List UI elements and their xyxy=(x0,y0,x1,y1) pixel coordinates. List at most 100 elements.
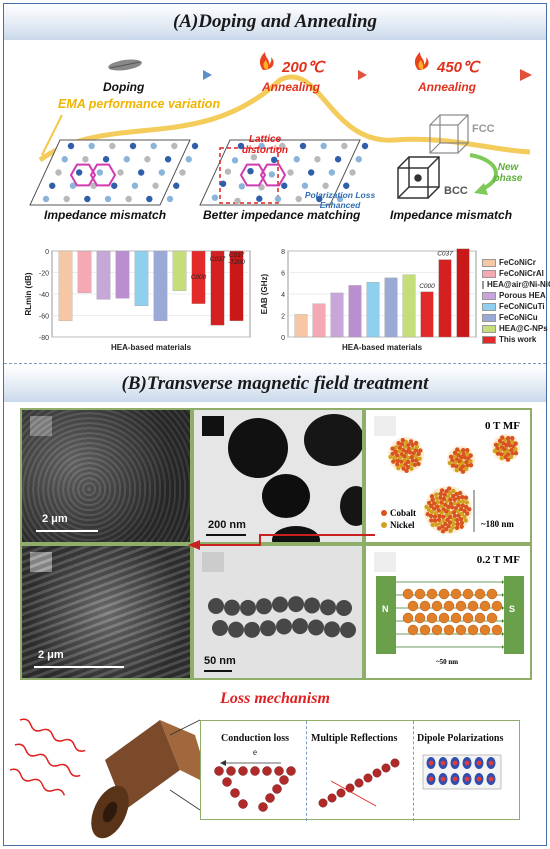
nanoparticle xyxy=(244,621,260,638)
particle xyxy=(448,510,453,516)
lattice-atom xyxy=(299,142,307,150)
conduction-particle xyxy=(279,775,289,785)
lattice-atom xyxy=(102,156,110,163)
tem-image-bottom: 50 nm xyxy=(192,544,364,680)
electron-label: e xyxy=(253,747,257,757)
legend-entry: FeCoNiCr xyxy=(482,257,548,268)
particle xyxy=(407,624,419,636)
lattice-atom xyxy=(137,169,145,176)
particle xyxy=(390,451,395,456)
particle xyxy=(429,509,435,515)
particle xyxy=(454,464,459,469)
particle xyxy=(506,448,511,454)
lattice-atom xyxy=(224,168,232,175)
reflection-particle xyxy=(381,763,391,773)
particle xyxy=(455,521,460,527)
lattice-atom xyxy=(274,195,282,203)
particle xyxy=(443,527,449,532)
new-phase-arrow xyxy=(469,153,498,192)
lattice-atom xyxy=(55,169,62,176)
lattice-atom xyxy=(84,195,91,203)
particle xyxy=(450,493,456,499)
particle xyxy=(433,510,439,516)
field-arrow xyxy=(502,580,504,584)
particle xyxy=(434,496,439,501)
particle xyxy=(463,466,469,472)
hex-bond xyxy=(259,163,287,187)
lattice-atom xyxy=(256,195,263,202)
particle xyxy=(409,462,414,467)
lattice-atom xyxy=(166,195,174,203)
y-tick-label: -40 xyxy=(39,292,49,299)
particle xyxy=(440,524,445,529)
legend-swatch xyxy=(482,269,496,278)
particle xyxy=(429,494,435,499)
lattice-atom xyxy=(320,142,327,150)
section-a-title: (A)Doping and Annealing xyxy=(4,4,546,40)
particle xyxy=(409,454,414,460)
particle xyxy=(513,441,518,446)
dipole-core xyxy=(428,760,434,766)
particle xyxy=(440,529,446,534)
nanoparticle xyxy=(288,596,304,613)
legend-entry: This work xyxy=(482,334,548,345)
section-a-schematic xyxy=(20,52,532,206)
particle xyxy=(452,450,458,456)
particle xyxy=(436,508,441,513)
lattice-atom xyxy=(355,156,362,163)
particle xyxy=(457,490,463,496)
particle xyxy=(491,600,503,612)
dipole-core xyxy=(452,776,458,782)
tem-bottom-scale: 50 nm xyxy=(204,655,236,667)
particle xyxy=(497,442,502,447)
lattice-atom xyxy=(307,169,315,176)
size-bottom-label: ~50 nm xyxy=(436,658,459,666)
bar xyxy=(312,303,326,338)
flame-icon-200 xyxy=(259,52,274,70)
hex-bond xyxy=(239,163,267,187)
particle xyxy=(444,513,449,518)
legend-entry: Porous HEA xyxy=(482,290,548,301)
particle xyxy=(391,459,396,464)
dipole-core xyxy=(464,776,470,782)
stage-200-temp: 200℃ xyxy=(282,59,324,76)
particle xyxy=(402,457,407,463)
legend-swatch xyxy=(482,324,496,333)
particle xyxy=(418,448,423,453)
lattice-atom xyxy=(42,195,50,203)
lattice-atom xyxy=(293,156,300,163)
new-phase-label: New phase xyxy=(493,162,523,184)
lattice-atom xyxy=(152,182,159,189)
magnet-pole-s xyxy=(504,576,524,654)
lattice-atom xyxy=(336,195,344,203)
scale-bar xyxy=(204,670,232,672)
particle xyxy=(402,444,408,449)
particle xyxy=(437,521,443,526)
particle xyxy=(434,522,439,527)
absorber-cylinder xyxy=(91,720,210,839)
reflection-particle xyxy=(390,758,400,768)
field-0-label: 0 T MF xyxy=(484,420,520,432)
lattice-atom xyxy=(287,169,294,176)
nanoparticle xyxy=(256,598,272,615)
schematic-02t: 0.2 T MF N S ~50 nm xyxy=(364,544,532,680)
particle xyxy=(460,494,465,500)
particle xyxy=(462,588,474,600)
legend-swatch xyxy=(482,335,496,344)
particle xyxy=(439,510,444,515)
bar xyxy=(77,250,92,294)
panel-marker xyxy=(202,552,224,572)
bar xyxy=(58,250,73,322)
lattice-atom xyxy=(234,197,241,205)
scale-bar xyxy=(206,534,246,536)
particle xyxy=(413,448,419,453)
particle xyxy=(461,451,466,457)
particle xyxy=(452,501,457,506)
particle xyxy=(454,525,460,530)
dipole-core xyxy=(440,776,446,782)
lattice-atom xyxy=(75,169,83,176)
reflection-particle xyxy=(336,788,346,798)
conduction-particle xyxy=(258,802,268,812)
scale-bar xyxy=(34,666,124,668)
bar-label: C037 xyxy=(229,252,245,259)
